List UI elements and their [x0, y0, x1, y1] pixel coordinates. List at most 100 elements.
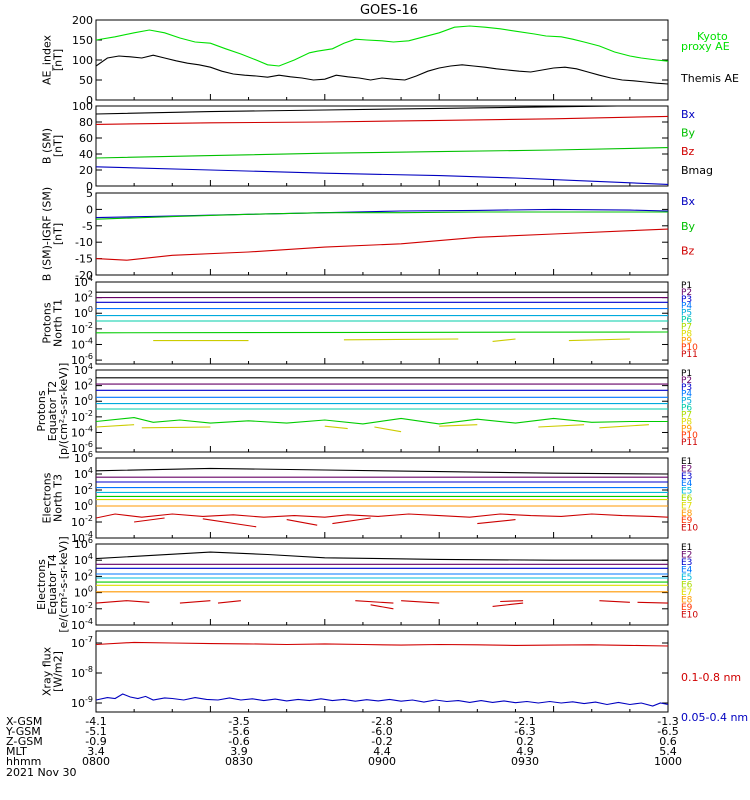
y-tick-label: 10-4: [71, 336, 93, 351]
y-tick-exponent: 4: [88, 466, 93, 475]
y-tick-label: 10-9: [71, 695, 93, 710]
plot-area: [96, 467, 668, 528]
footer-row-label: hhmm: [6, 755, 41, 768]
legend-label: P3: [681, 383, 692, 393]
legend-label: P9: [681, 336, 692, 346]
y-tick-exponent: -6: [85, 352, 93, 361]
legend-label: E7: [681, 501, 692, 511]
legend-label: P10: [681, 343, 698, 353]
y-tick-exponent: -4: [85, 336, 93, 345]
y-axis-title: B (SM)-IGRF (SM): [41, 187, 54, 281]
footer-value: 1000: [654, 755, 682, 768]
legend-label: E2: [681, 551, 692, 561]
legend-label: E5: [681, 487, 692, 497]
legend-label: E1: [681, 543, 692, 553]
legend-label: P7: [681, 322, 692, 332]
y-axis-title: [nT]: [52, 223, 65, 245]
legend-label: E6: [681, 581, 693, 591]
footer-value: 4.9: [516, 745, 534, 758]
y-tick-label: 10-2: [71, 514, 93, 529]
footer-row-label: Y-GSM: [5, 725, 41, 738]
legend-label: E8: [681, 509, 693, 519]
y-tick-label: 60: [79, 132, 93, 145]
series-bz: [96, 115, 668, 125]
footer-value: -0.2: [371, 735, 392, 748]
y-tick-exponent: -2: [85, 409, 93, 418]
legend-label: P9: [681, 424, 692, 434]
panel-xray: 10-7 10-8 10-9 Xray flux[W/m2] 0.1-0.8 nm 0.0…: [41, 630, 748, 724]
y-tick-label: 106: [74, 450, 93, 465]
y-axis-title: [nT]: [52, 49, 65, 71]
footer-value: 0830: [225, 755, 253, 768]
series-fragment: [401, 600, 440, 604]
legend-label: P6: [681, 404, 692, 414]
y-axis-title: Electrons: [41, 472, 54, 523]
footer-value: -4.1: [85, 715, 106, 728]
y-axis-title: [nT]: [52, 135, 65, 157]
y-axis-title: AE_index: [41, 34, 54, 85]
y-tick-label: 102: [74, 482, 93, 497]
y-tick-label: 5: [86, 187, 93, 200]
legend-label: Bz: [681, 245, 695, 258]
legend-label: P8: [681, 329, 692, 339]
y-axis-title: North T1: [52, 299, 65, 347]
y-tick-exponent: 4: [88, 362, 93, 371]
y-tick-exponent: 4: [88, 274, 93, 283]
panel-frame: [95, 192, 669, 276]
series-fragment: [355, 600, 394, 604]
y-tick-label: 200: [72, 14, 93, 27]
legend-label: Bmag: [681, 164, 713, 177]
plot-area: [96, 291, 668, 342]
plot-area: [96, 106, 668, 185]
y-tick-exponent: -4: [85, 617, 93, 626]
y-tick-label: 0: [86, 203, 93, 216]
legend-label: P5: [681, 397, 692, 407]
y-tick-label: 104: [74, 274, 93, 289]
footer-value: -2.8: [371, 715, 392, 728]
footer-value: 5.4: [659, 745, 677, 758]
legend-label: P2: [681, 376, 692, 386]
y-tick-exponent: -2: [85, 514, 93, 523]
legend-label: By: [681, 220, 696, 233]
legend-label: 0.05-0.4 nm: [681, 711, 748, 724]
footer-value: -0.9: [85, 735, 106, 748]
series-fragment: [500, 600, 524, 603]
series-fragment: [324, 425, 348, 430]
legend-label: E10: [681, 524, 698, 534]
legend-label: proxy AE: [681, 40, 730, 53]
footer-value: 3.9: [230, 745, 248, 758]
legend-label: Themis AE: [680, 72, 739, 85]
series-p7: [96, 331, 668, 334]
y-tick-label: 10-4: [71, 617, 93, 632]
legend-label: P3: [681, 295, 692, 305]
chart-title: GOES-16: [360, 3, 418, 18]
y-axis-title: North T3: [52, 474, 65, 522]
legend-label: E9: [681, 516, 693, 526]
legend-label: Bx: [681, 108, 696, 121]
series-e1: [96, 467, 668, 475]
legend-label: P1: [681, 369, 692, 379]
series-fragment: [141, 426, 211, 429]
footer-value: -6.5: [657, 725, 678, 738]
series-kyoto-proxy-ae: [96, 25, 668, 67]
legend-label: P7: [681, 410, 692, 420]
y-tick-label: 10-7: [71, 635, 93, 650]
y-axis-title: Protons: [35, 390, 48, 431]
series-fragment: [374, 426, 402, 433]
footer-value: 0900: [368, 755, 396, 768]
y-tick-label: -20: [75, 269, 93, 282]
y-tick-label: 0: [86, 94, 93, 107]
panel-b: 0 20 40 60 80 100 B (SM)[nT] Bx By Bz Bmag: [41, 100, 714, 193]
y-axis-title: Equator T2: [46, 381, 59, 441]
y-tick-label: 10-8: [71, 665, 93, 680]
y-tick-exponent: -9: [85, 695, 93, 704]
y-tick-label: 100: [74, 393, 93, 408]
legend-label: P8: [681, 417, 692, 427]
series-fragment: [599, 600, 630, 603]
legend-label: E2: [681, 464, 692, 474]
series-p7: [96, 417, 668, 425]
